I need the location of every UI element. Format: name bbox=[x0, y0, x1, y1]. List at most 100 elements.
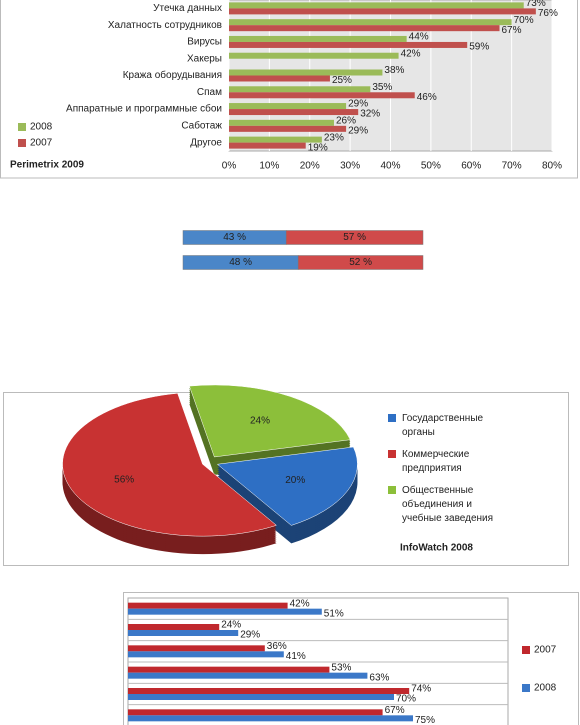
category-label: Саботаж bbox=[181, 119, 222, 131]
bar bbox=[229, 2, 524, 9]
legend-swatch bbox=[522, 684, 530, 692]
x-tick-label: 0% bbox=[222, 161, 237, 172]
value-label: 73% bbox=[526, 0, 546, 9]
value-label: 42% bbox=[290, 598, 310, 609]
value-label: 75% bbox=[415, 715, 435, 725]
category-label: Хакеры bbox=[187, 53, 222, 64]
value-label: 25% bbox=[332, 75, 352, 86]
bar bbox=[229, 52, 399, 59]
value-label: 32% bbox=[360, 109, 380, 120]
value-label: 67% bbox=[385, 705, 405, 716]
value-label: 76% bbox=[538, 8, 558, 19]
value-label: 29% bbox=[348, 125, 368, 136]
bar bbox=[128, 602, 288, 609]
x-tick-label: 60% bbox=[461, 161, 481, 172]
legend-label: Общественные объединения и учебные заведен… bbox=[402, 484, 493, 524]
value-label: 29% bbox=[240, 630, 260, 641]
category-label: Халатность сотрудников bbox=[108, 20, 222, 31]
value-label: 26% bbox=[336, 115, 356, 126]
legend-label: 2007 bbox=[30, 138, 53, 149]
bar bbox=[128, 624, 220, 630]
x-tick-label: 30% bbox=[340, 161, 360, 172]
bar-segment bbox=[285, 230, 424, 245]
bar bbox=[229, 109, 359, 116]
value-label: 63% bbox=[369, 672, 389, 683]
bar bbox=[229, 119, 334, 126]
bar-segment bbox=[297, 255, 424, 270]
bar bbox=[128, 630, 239, 636]
legend-label: 2008 bbox=[534, 683, 557, 694]
category-label: Спам bbox=[197, 87, 222, 98]
bar bbox=[229, 69, 383, 76]
pie-slice bbox=[216, 446, 358, 526]
bar bbox=[128, 715, 413, 722]
value-label: 48 % bbox=[229, 257, 252, 268]
pie-slice bbox=[189, 384, 351, 458]
x-tick-label: 20% bbox=[300, 161, 320, 172]
value-label: 59% bbox=[469, 42, 489, 53]
x-tick-label: 50% bbox=[421, 161, 441, 172]
value-label: 41% bbox=[286, 651, 306, 662]
value-label: 44% bbox=[409, 32, 429, 43]
bar bbox=[229, 75, 330, 82]
value-label: 70% bbox=[514, 15, 534, 26]
bar bbox=[229, 25, 500, 32]
chart-title: InfoWatch 2008 bbox=[400, 543, 473, 554]
bar bbox=[128, 645, 265, 652]
legend-swatch bbox=[18, 139, 26, 147]
value-label: 51% bbox=[324, 608, 344, 619]
value-label: 46% bbox=[417, 92, 437, 103]
legend-swatch bbox=[18, 123, 26, 131]
bar bbox=[229, 142, 306, 149]
bar bbox=[128, 672, 368, 679]
legend-swatch bbox=[388, 414, 396, 422]
bar bbox=[229, 92, 415, 99]
bar bbox=[229, 136, 322, 143]
legend-swatch bbox=[522, 646, 530, 654]
legend-swatch bbox=[388, 486, 396, 494]
value-label: 43 % bbox=[223, 232, 246, 243]
bar bbox=[128, 608, 322, 615]
x-tick-label: 70% bbox=[502, 161, 522, 172]
x-tick-label: 80% bbox=[542, 161, 562, 172]
value-label: 23% bbox=[324, 132, 344, 143]
bar bbox=[229, 86, 371, 93]
value-label: 29% bbox=[348, 99, 368, 110]
bar bbox=[128, 651, 284, 658]
category-label: Вирусы bbox=[187, 37, 222, 48]
bar bbox=[128, 709, 383, 716]
legend-label: Государственные органы bbox=[402, 413, 484, 438]
value-label: 36% bbox=[267, 641, 287, 652]
chart-title: Perimetrix 2009 bbox=[10, 160, 84, 171]
value-label: 42% bbox=[401, 48, 421, 59]
legend-label: 2007 bbox=[534, 645, 557, 656]
category-label: Утечка данных bbox=[153, 3, 222, 14]
x-tick-label: 10% bbox=[259, 161, 279, 172]
value-label: 56% bbox=[114, 474, 134, 485]
value-label: 24% bbox=[221, 620, 241, 631]
bar bbox=[128, 694, 394, 700]
value-label: 35% bbox=[372, 82, 392, 93]
value-label: 24% bbox=[250, 415, 270, 426]
bar bbox=[229, 19, 512, 26]
value-label: 52 % bbox=[349, 257, 372, 268]
value-label: 38% bbox=[384, 65, 404, 76]
bar bbox=[128, 666, 330, 673]
legend-label: 2008 bbox=[30, 122, 53, 133]
bar bbox=[229, 125, 347, 132]
value-label: 53% bbox=[331, 662, 351, 673]
value-label: 20% bbox=[285, 475, 305, 486]
pie-slice bbox=[62, 393, 277, 537]
value-label: 67% bbox=[502, 25, 522, 36]
legend-label: Коммерческие предприятия bbox=[402, 449, 470, 474]
value-label: 70% bbox=[396, 694, 416, 705]
bar bbox=[128, 688, 410, 694]
bar bbox=[229, 103, 347, 110]
bar bbox=[229, 41, 468, 48]
bar bbox=[229, 35, 407, 42]
bar bbox=[229, 8, 536, 15]
value-label: 19% bbox=[308, 142, 328, 153]
value-label: 74% bbox=[411, 684, 431, 695]
legend-swatch bbox=[388, 450, 396, 458]
